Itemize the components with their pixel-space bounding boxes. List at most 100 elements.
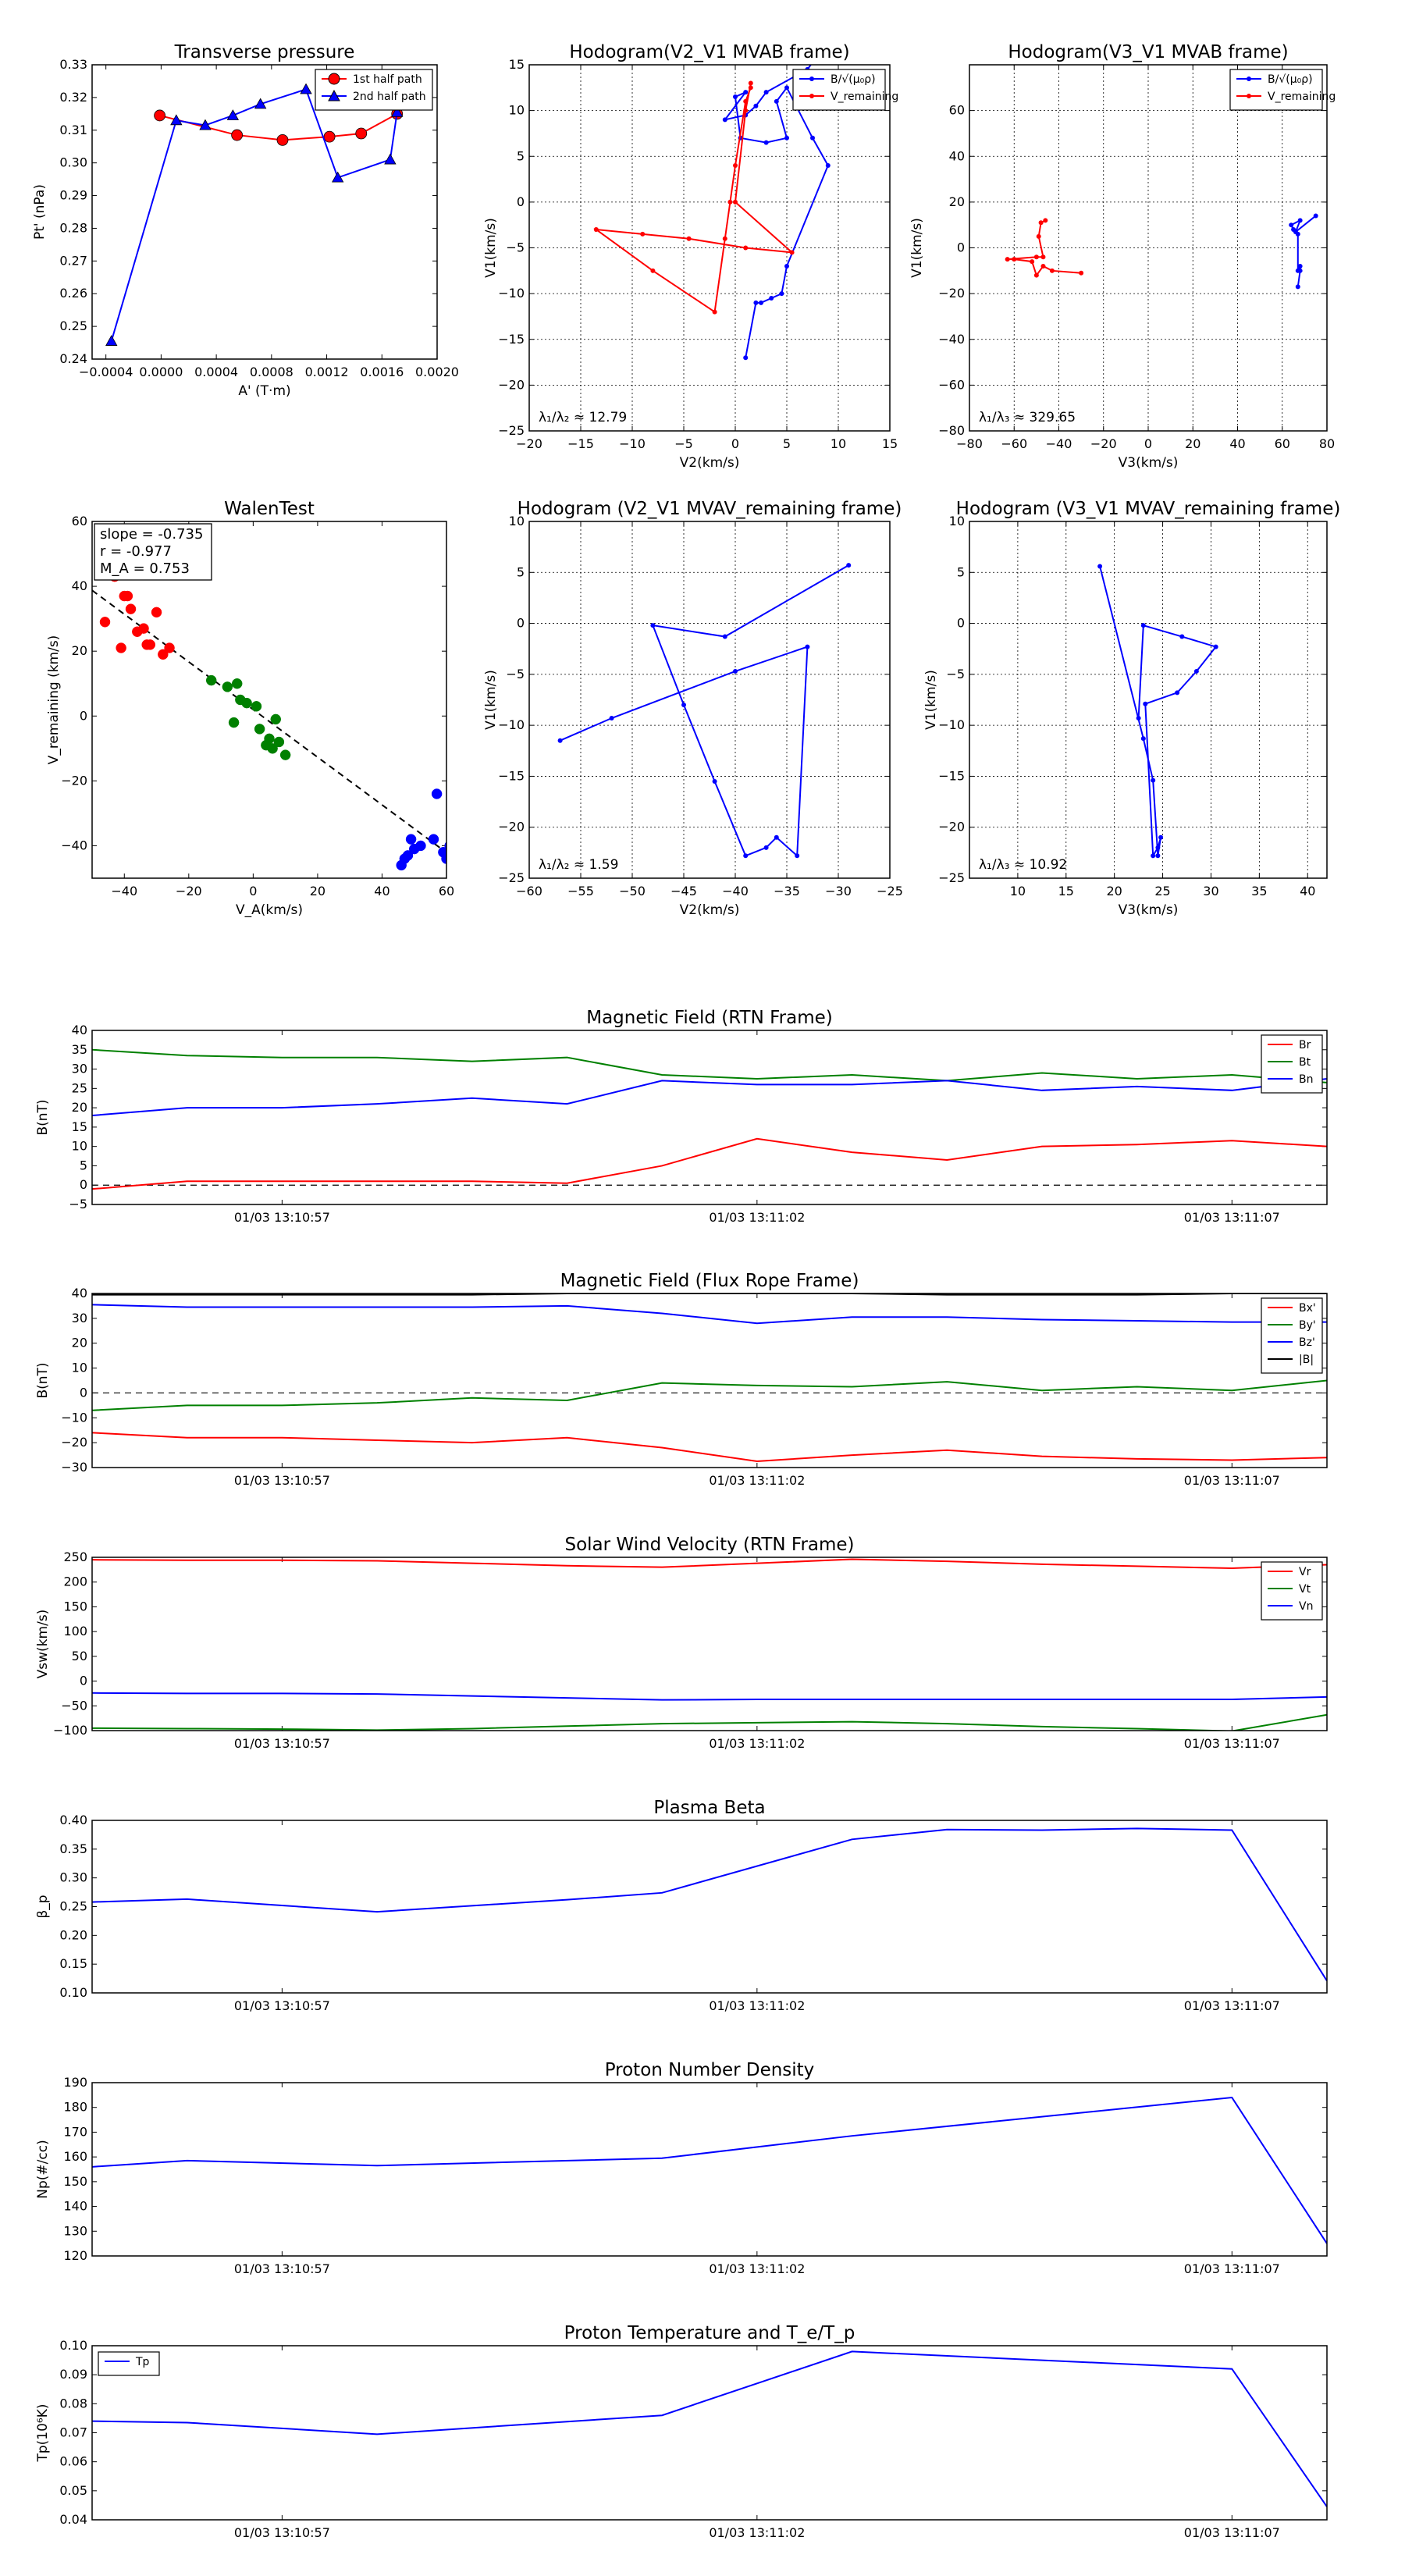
data-point (1143, 701, 1148, 706)
data-point (650, 268, 656, 273)
legend-label: 2nd half path (353, 91, 426, 103)
x-tick-label: 0.0008 (250, 365, 293, 379)
data-point (681, 703, 686, 708)
x-tick-label: 01/03 13:10:57 (234, 2525, 330, 2540)
data-point (276, 133, 289, 146)
data-point (99, 617, 111, 628)
legend-marker (809, 76, 814, 81)
x-tick-label: 15 (1058, 884, 1074, 898)
chart-title: Magnetic Field (RTN Frame) (586, 1008, 833, 1028)
x-tick-label: −80 (956, 436, 983, 451)
data-point (779, 291, 784, 297)
data-point (1158, 834, 1164, 840)
data-point (226, 109, 240, 120)
x-tick-label: 10 (831, 436, 846, 451)
data-point (391, 105, 404, 117)
y-tick-label: −20 (498, 377, 525, 392)
data-point (300, 83, 312, 94)
chart-h1: −20 −15 −10 −5 0 5 10 15−25−20−15−10−5051015Hod… (483, 42, 898, 471)
y-tick-label: 10 (72, 1139, 87, 1154)
data-point (267, 743, 278, 754)
chart-h4: 10 15 20 25 30 35 40−25−20−15−10−50510Hodogram… (923, 499, 1340, 918)
y-tick-label: −20 (938, 286, 965, 301)
y-tick-label: −20 (61, 773, 87, 788)
data-point (743, 98, 749, 104)
data-point (1179, 634, 1185, 639)
data-point (1140, 623, 1146, 628)
x-tick-label: −50 (619, 884, 646, 898)
data-point (431, 788, 443, 799)
legend-label: Bx' (1299, 1302, 1316, 1315)
x-tick-label: 0 (731, 436, 739, 451)
y-tick-label: 0.09 (59, 2367, 87, 2382)
data-point (402, 850, 414, 861)
chart-np: 01/03 13:10:57 01/03 13:11:02 01/03 13:11:… (35, 2060, 1328, 2276)
y-tick-label: 50 (72, 1649, 87, 1663)
y-tick-label: 0 (957, 616, 965, 631)
x-tick-label: 01/03 13:11:02 (709, 1998, 805, 2013)
plot-frame (528, 64, 891, 432)
x-tick-label: −35 (774, 884, 800, 898)
y-tick-label: 20 (72, 1100, 87, 1115)
data-point (1175, 690, 1180, 696)
plot-frame (91, 2345, 1328, 2521)
y-tick-label: 0.25 (59, 318, 87, 333)
y-tick-label: 0.28 (59, 220, 87, 235)
data-point (769, 295, 774, 301)
legend-box (1229, 69, 1323, 111)
data-point (154, 109, 166, 122)
plot-background (92, 521, 446, 878)
y-tick-label: 180 (63, 2100, 87, 2115)
data-point (1005, 257, 1010, 262)
x-tick-label: 5 (783, 436, 791, 451)
plot-frame (969, 521, 1328, 879)
y-tick-label: −30 (61, 1460, 87, 1475)
data-point (105, 335, 118, 346)
y-tick-label: −20 (498, 820, 525, 834)
legend-label: B/√(μ₀ρ) (831, 73, 876, 86)
y-tick-label: 0.08 (59, 2396, 87, 2411)
y-tick-label: 0.24 (59, 351, 87, 366)
chart-mag_rtn: 01/03 13:10:57 01/03 13:11:02 01/03 13:11:… (35, 1008, 1328, 1225)
series-line-Vr (92, 1558, 1327, 1569)
x-tick-label: −40 (1046, 436, 1072, 451)
chart-title: Magnetic Field (Flux Rope Frame) (560, 1271, 859, 1291)
x-tick-label: 01/03 13:11:02 (709, 2261, 805, 2276)
stats-line: slope = -0.735 (100, 526, 203, 543)
x-tick-label: 01/03 13:11:07 (1184, 2525, 1280, 2540)
x-tick-label: 01/03 13:11:07 (1184, 1210, 1280, 1225)
stats-line: r = -0.977 (100, 543, 172, 560)
legend-label: Br (1299, 1039, 1311, 1051)
y-axis-label: V_remaining (km/s) (46, 635, 62, 765)
data-point (355, 127, 368, 140)
y-tick-label: 130 (63, 2223, 87, 2238)
data-point (743, 853, 749, 859)
x-axis-label: A' (T·m) (238, 383, 290, 399)
y-tick-label: 0.27 (59, 253, 87, 268)
x-tick-label: 60 (1275, 436, 1290, 451)
chart-title: Hodogram (V3_V1 MVAV_remaining frame) (956, 499, 1341, 519)
plot-frame (91, 2082, 1328, 2257)
data-point (712, 778, 717, 784)
x-tick-label: −30 (825, 884, 852, 898)
y-tick-label: 150 (63, 1599, 87, 1614)
y-tick-label: 0.10 (59, 2338, 87, 2353)
y-tick-label: 40 (72, 1023, 87, 1037)
eigenvalue-ratio-annotation: λ₁/λ₂ ≈ 1.59 (539, 857, 618, 873)
plot-area (557, 563, 852, 859)
legend-box (792, 69, 886, 111)
x-tick-label: 0.0012 (305, 365, 349, 379)
legend-label: |B| (1299, 1354, 1314, 1366)
data-point (733, 199, 738, 205)
data-point (1155, 853, 1161, 859)
data-point (1155, 845, 1161, 850)
x-tick-label: −0.0004 (79, 365, 133, 379)
legend-marker (1247, 94, 1251, 98)
y-tick-label: 160 (63, 2149, 87, 2164)
legend-label: 1st half path (353, 73, 422, 86)
y-tick-label: 250 (63, 1550, 87, 1564)
data-point (650, 623, 656, 628)
y-tick-label: 0 (80, 1385, 87, 1400)
data-point (722, 236, 727, 241)
data-point (727, 199, 733, 205)
